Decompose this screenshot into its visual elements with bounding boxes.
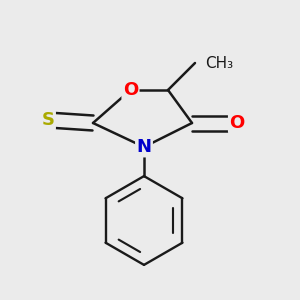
Text: O: O [230,114,244,132]
Text: O: O [123,81,138,99]
Text: CH₃: CH₃ [206,56,234,70]
Text: N: N [136,138,152,156]
Text: S: S [41,111,55,129]
